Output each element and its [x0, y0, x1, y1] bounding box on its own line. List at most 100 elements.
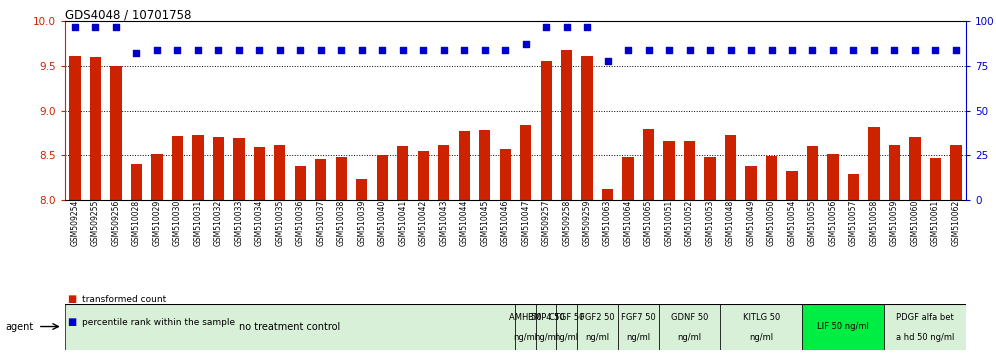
Text: GSM510062: GSM510062 [951, 200, 960, 246]
Text: PDGF alfa bet: PDGF alfa bet [896, 313, 954, 322]
Text: GSM510038: GSM510038 [337, 200, 346, 246]
Point [436, 47, 452, 53]
Bar [557, 304, 577, 350]
Bar [643, 130, 654, 354]
Point [846, 47, 862, 53]
Point [681, 47, 697, 53]
Bar [658, 304, 720, 350]
Bar [704, 157, 716, 354]
Text: ng/ml: ng/ml [586, 333, 610, 342]
Point [108, 24, 124, 29]
Text: FGF2 50: FGF2 50 [580, 313, 615, 322]
Point [313, 47, 329, 53]
Text: GSM510063: GSM510063 [604, 200, 613, 246]
Text: GSM510055: GSM510055 [808, 200, 817, 246]
Bar [438, 145, 449, 354]
Bar [745, 166, 757, 354]
Text: ng/ml: ng/ml [677, 333, 701, 342]
Bar [192, 135, 203, 354]
Bar [295, 166, 306, 354]
Bar [479, 130, 490, 354]
Point [210, 47, 226, 53]
Bar [458, 131, 470, 354]
Text: GSM510059: GSM510059 [889, 200, 899, 246]
Text: GSM510052: GSM510052 [685, 200, 694, 246]
Point [88, 24, 104, 29]
Point [722, 47, 738, 53]
Point [128, 51, 144, 56]
Text: GSM510057: GSM510057 [849, 200, 858, 246]
Bar [561, 50, 573, 354]
Text: BMP4 50: BMP4 50 [528, 313, 565, 322]
Bar [622, 157, 633, 354]
Text: GSM510048: GSM510048 [726, 200, 735, 246]
Bar [884, 304, 966, 350]
Bar [397, 147, 408, 354]
Text: FGF7 50: FGF7 50 [621, 313, 655, 322]
Bar [151, 154, 162, 354]
Text: GSM510039: GSM510039 [358, 200, 367, 246]
Text: GSM510043: GSM510043 [439, 200, 448, 246]
Bar [417, 151, 429, 354]
Point [784, 47, 800, 53]
Point [477, 47, 493, 53]
Point [456, 47, 472, 53]
Bar [720, 304, 802, 350]
Text: GSM510060: GSM510060 [910, 200, 919, 246]
Point [743, 47, 759, 53]
Text: ng/ml: ng/ml [749, 333, 773, 342]
Text: a hd 50 ng/ml: a hd 50 ng/ml [896, 333, 954, 342]
Text: GSM510031: GSM510031 [193, 200, 202, 246]
Bar [869, 127, 879, 354]
Point [927, 47, 943, 53]
Text: no treatment control: no treatment control [239, 321, 341, 332]
Text: GSM510035: GSM510035 [275, 200, 284, 246]
Text: percentile rank within the sample: percentile rank within the sample [82, 318, 235, 327]
Bar [516, 304, 536, 350]
Bar [618, 304, 658, 350]
Text: GSM510058: GSM510058 [870, 200, 878, 246]
Point [538, 24, 554, 29]
Text: GSM509259: GSM509259 [583, 200, 592, 246]
Text: ng/ml: ng/ml [514, 333, 538, 342]
Bar [65, 304, 516, 350]
Bar [274, 145, 286, 354]
Text: GSM510065: GSM510065 [644, 200, 653, 246]
Text: GSM510054: GSM510054 [788, 200, 797, 246]
Bar [828, 154, 839, 354]
Text: ng/ml: ng/ml [555, 333, 579, 342]
Point [600, 58, 616, 63]
Point [764, 47, 780, 53]
Text: GSM509258: GSM509258 [562, 200, 571, 246]
Text: ng/ml: ng/ml [626, 333, 650, 342]
Point [149, 47, 165, 53]
Text: GSM510040: GSM510040 [377, 200, 386, 246]
Bar [130, 164, 142, 354]
Point [374, 47, 390, 53]
Bar [950, 145, 961, 354]
Point [251, 47, 267, 53]
Text: GSM510044: GSM510044 [460, 200, 469, 246]
Text: GSM510046: GSM510046 [501, 200, 510, 246]
Point [702, 47, 718, 53]
Point [907, 47, 923, 53]
Bar [520, 125, 531, 354]
Point [67, 24, 83, 29]
Text: GSM510050: GSM510050 [767, 200, 776, 246]
Bar [802, 304, 884, 350]
Text: ■: ■ [67, 317, 76, 327]
Text: transformed count: transformed count [82, 295, 166, 304]
Text: GSM510049: GSM510049 [747, 200, 756, 246]
Text: LIF 50 ng/ml: LIF 50 ng/ml [818, 322, 870, 331]
Bar [500, 149, 511, 354]
Point [579, 24, 595, 29]
Point [334, 47, 350, 53]
Text: KITLG 50: KITLG 50 [743, 313, 780, 322]
Point [231, 47, 247, 53]
Point [886, 47, 902, 53]
Bar [582, 56, 593, 354]
Bar [541, 62, 552, 354]
Text: GSM510030: GSM510030 [173, 200, 182, 246]
Point [559, 24, 575, 29]
Bar [336, 157, 347, 354]
